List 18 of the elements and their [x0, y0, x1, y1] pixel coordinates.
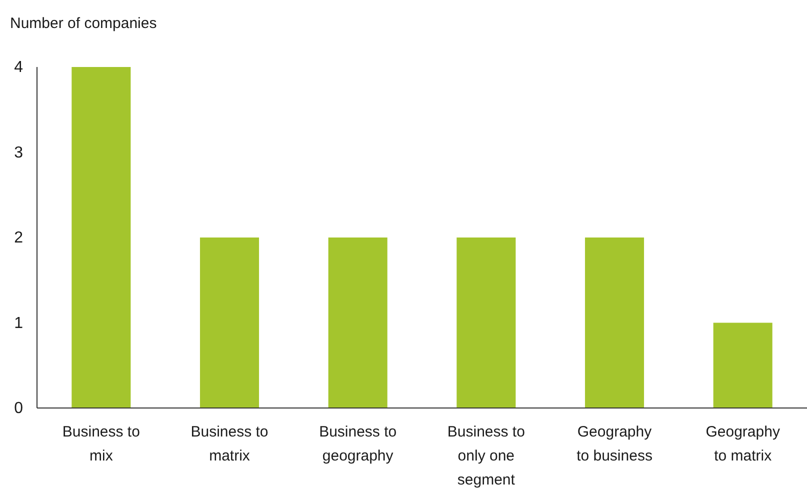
y-axis-title: Number of companies [10, 15, 157, 32]
bar [72, 67, 131, 408]
bar [200, 238, 260, 408]
x-tick-label: Geography to matrix [706, 424, 780, 465]
bar [456, 238, 516, 408]
x-tick-label: Geography to business [576, 424, 652, 465]
x-tick-label: Business to mix [62, 424, 140, 465]
bar [328, 238, 388, 408]
x-tick-label: Business to geography [319, 424, 397, 465]
bar [713, 322, 772, 408]
bar [584, 238, 644, 408]
y-tick-label: 3 [14, 144, 24, 162]
x-tick-label: Business to matrix [190, 424, 268, 465]
y-tick-label: 1 [14, 314, 24, 332]
y-tick-label: 4 [14, 59, 24, 76]
y-tick-label: 0 [14, 400, 24, 418]
y-tick-label: 2 [14, 230, 24, 247]
x-tick-label: Business to only one segment [447, 424, 525, 489]
